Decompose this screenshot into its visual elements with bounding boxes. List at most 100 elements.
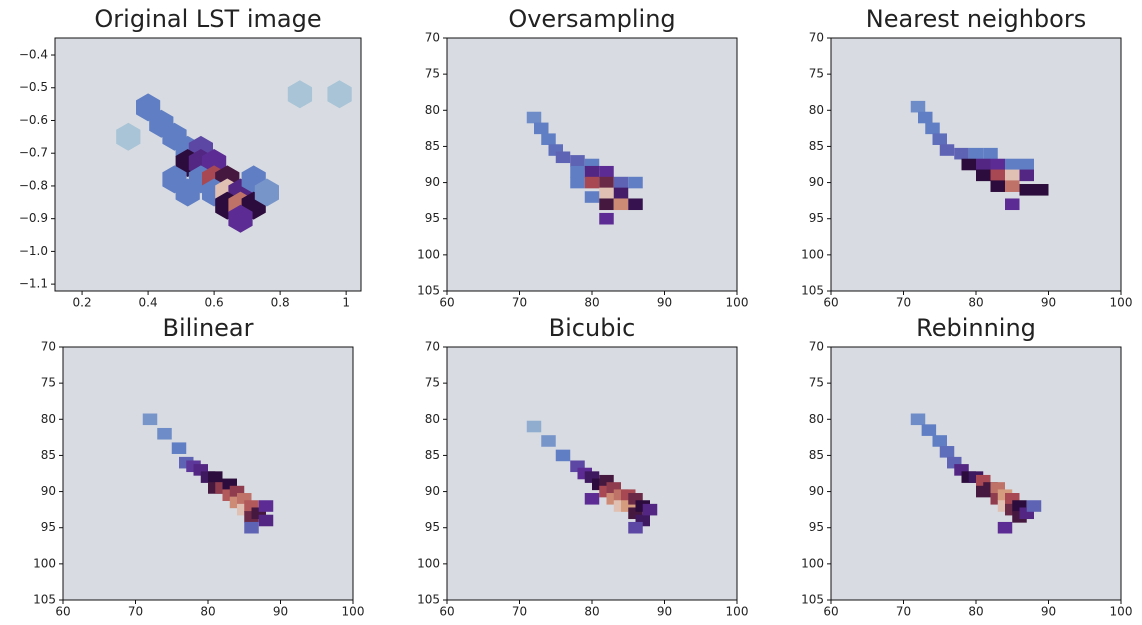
x-tick-label: 100 [726, 605, 749, 619]
heatmap-cell [548, 144, 563, 156]
x-tick-label: 90 [1041, 605, 1056, 619]
x-tick-label: 60 [823, 605, 838, 619]
heatmap-cell [251, 507, 266, 520]
heatmap-cell [142, 413, 158, 426]
heatmap-cell [1012, 500, 1027, 512]
heatmap-cell [584, 191, 600, 203]
y-tick-label: 70 [809, 340, 824, 354]
y-tick-label: 85 [809, 139, 824, 153]
heatmap-cell [555, 449, 571, 462]
y-tick-label: 100 [417, 556, 440, 570]
heatmap-cell [628, 493, 643, 505]
heatmap-cell [628, 507, 643, 520]
y-tick-label: 70 [425, 31, 440, 45]
heatmap-cell [526, 111, 542, 124]
y-tick-label: 105 [801, 284, 824, 298]
x-tick-label: 70 [896, 605, 911, 619]
heatmap-cell [599, 176, 614, 189]
y-tick-label: 75 [425, 67, 440, 81]
heatmap-cell [171, 442, 187, 454]
heatmap-cell [1034, 184, 1049, 196]
x-tick-label: 70 [512, 296, 527, 310]
heatmap-cell [968, 147, 984, 160]
x-tick-label: 90 [657, 296, 672, 310]
heatmap-cell [570, 155, 585, 167]
y-tick-label: 90 [425, 175, 440, 189]
y-tick-label: 100 [417, 247, 440, 261]
x-tick-label: 80 [584, 296, 599, 310]
heatmap-cell [534, 122, 549, 135]
heatmap-cell [976, 169, 991, 182]
y-tick-label: 90 [41, 484, 56, 498]
x-tick-label: 70 [128, 605, 143, 619]
heatmap-cell [939, 446, 955, 458]
hexbin-cell [228, 204, 253, 233]
y-tick-label: −0.4 [19, 48, 48, 62]
y-tick-label: 80 [425, 103, 440, 117]
x-tick-label: 1 [342, 296, 350, 310]
y-tick-label: 100 [801, 247, 824, 261]
y-tick-label: 80 [809, 103, 824, 117]
y-tick-label: −0.7 [19, 146, 48, 160]
y-tick-label: 105 [417, 284, 440, 298]
heatmap-cell [1005, 180, 1020, 192]
y-tick-label: 75 [809, 67, 824, 81]
y-tick-label: 85 [809, 448, 824, 462]
heatmap-cell [541, 133, 556, 145]
y-tick-label: 85 [425, 139, 440, 153]
heatmap-cell [1026, 500, 1042, 512]
heatmap-cell [1019, 184, 1034, 196]
heatmap-cell [570, 176, 585, 189]
heatmap-cell [244, 500, 259, 512]
heatmap-cell [613, 176, 629, 189]
heatmap-cell [208, 471, 223, 483]
heatmap-cell [555, 151, 571, 164]
y-tick-label: 95 [425, 520, 440, 534]
heatmap-cell [613, 187, 629, 200]
heatmap-cell [222, 478, 237, 491]
heatmap-cell [599, 165, 614, 178]
hexbin-cell [175, 178, 200, 207]
heatmap-cell [584, 165, 600, 178]
heatmap-cell [990, 180, 1005, 192]
x-tick-label: 90 [657, 605, 672, 619]
heatmap-cell [997, 521, 1013, 534]
heatmap-cell [1005, 169, 1020, 182]
x-tick-label: 70 [512, 605, 527, 619]
y-tick-label: −1.1 [19, 277, 48, 291]
heatmap-cell [628, 198, 643, 211]
heatmap-cell [1019, 507, 1034, 520]
y-tick-label: 70 [425, 340, 440, 354]
panel-title: Bilinear [162, 314, 253, 342]
x-tick-label: 80 [968, 605, 983, 619]
heatmap-cell [939, 144, 955, 156]
heatmap-cell [976, 158, 991, 171]
heatmap-cell [570, 165, 585, 178]
heatmap-cell [961, 158, 976, 171]
x-tick-label: 0.6 [205, 296, 224, 310]
y-tick-label: −0.6 [19, 113, 48, 127]
hexbin-cell [287, 80, 313, 109]
heatmap-cell [244, 521, 259, 534]
heatmap-cell [1005, 198, 1020, 211]
y-tick-label: 75 [809, 376, 824, 390]
panel-title: Oversampling [508, 5, 675, 33]
y-tick-label: 75 [41, 376, 56, 390]
heatmap-cell [954, 464, 969, 476]
heatmap-cell [983, 147, 998, 160]
heatmap-cell [258, 500, 274, 512]
x-tick-label: 80 [200, 605, 215, 619]
heatmap-cell [157, 427, 172, 440]
heatmap-cell [642, 503, 658, 516]
y-tick-label: 85 [41, 448, 56, 462]
x-tick-label: 0.8 [271, 296, 290, 310]
heatmap-cell [932, 133, 947, 145]
heatmap-cell [621, 500, 636, 512]
heatmap-cell [584, 176, 600, 189]
y-tick-label: 100 [801, 556, 824, 570]
heatmap-cell [990, 482, 1005, 494]
heatmap-cell [635, 514, 650, 527]
heatmap-cell [925, 122, 940, 135]
y-tick-label: 70 [41, 340, 56, 354]
heatmap-cell [918, 111, 933, 124]
